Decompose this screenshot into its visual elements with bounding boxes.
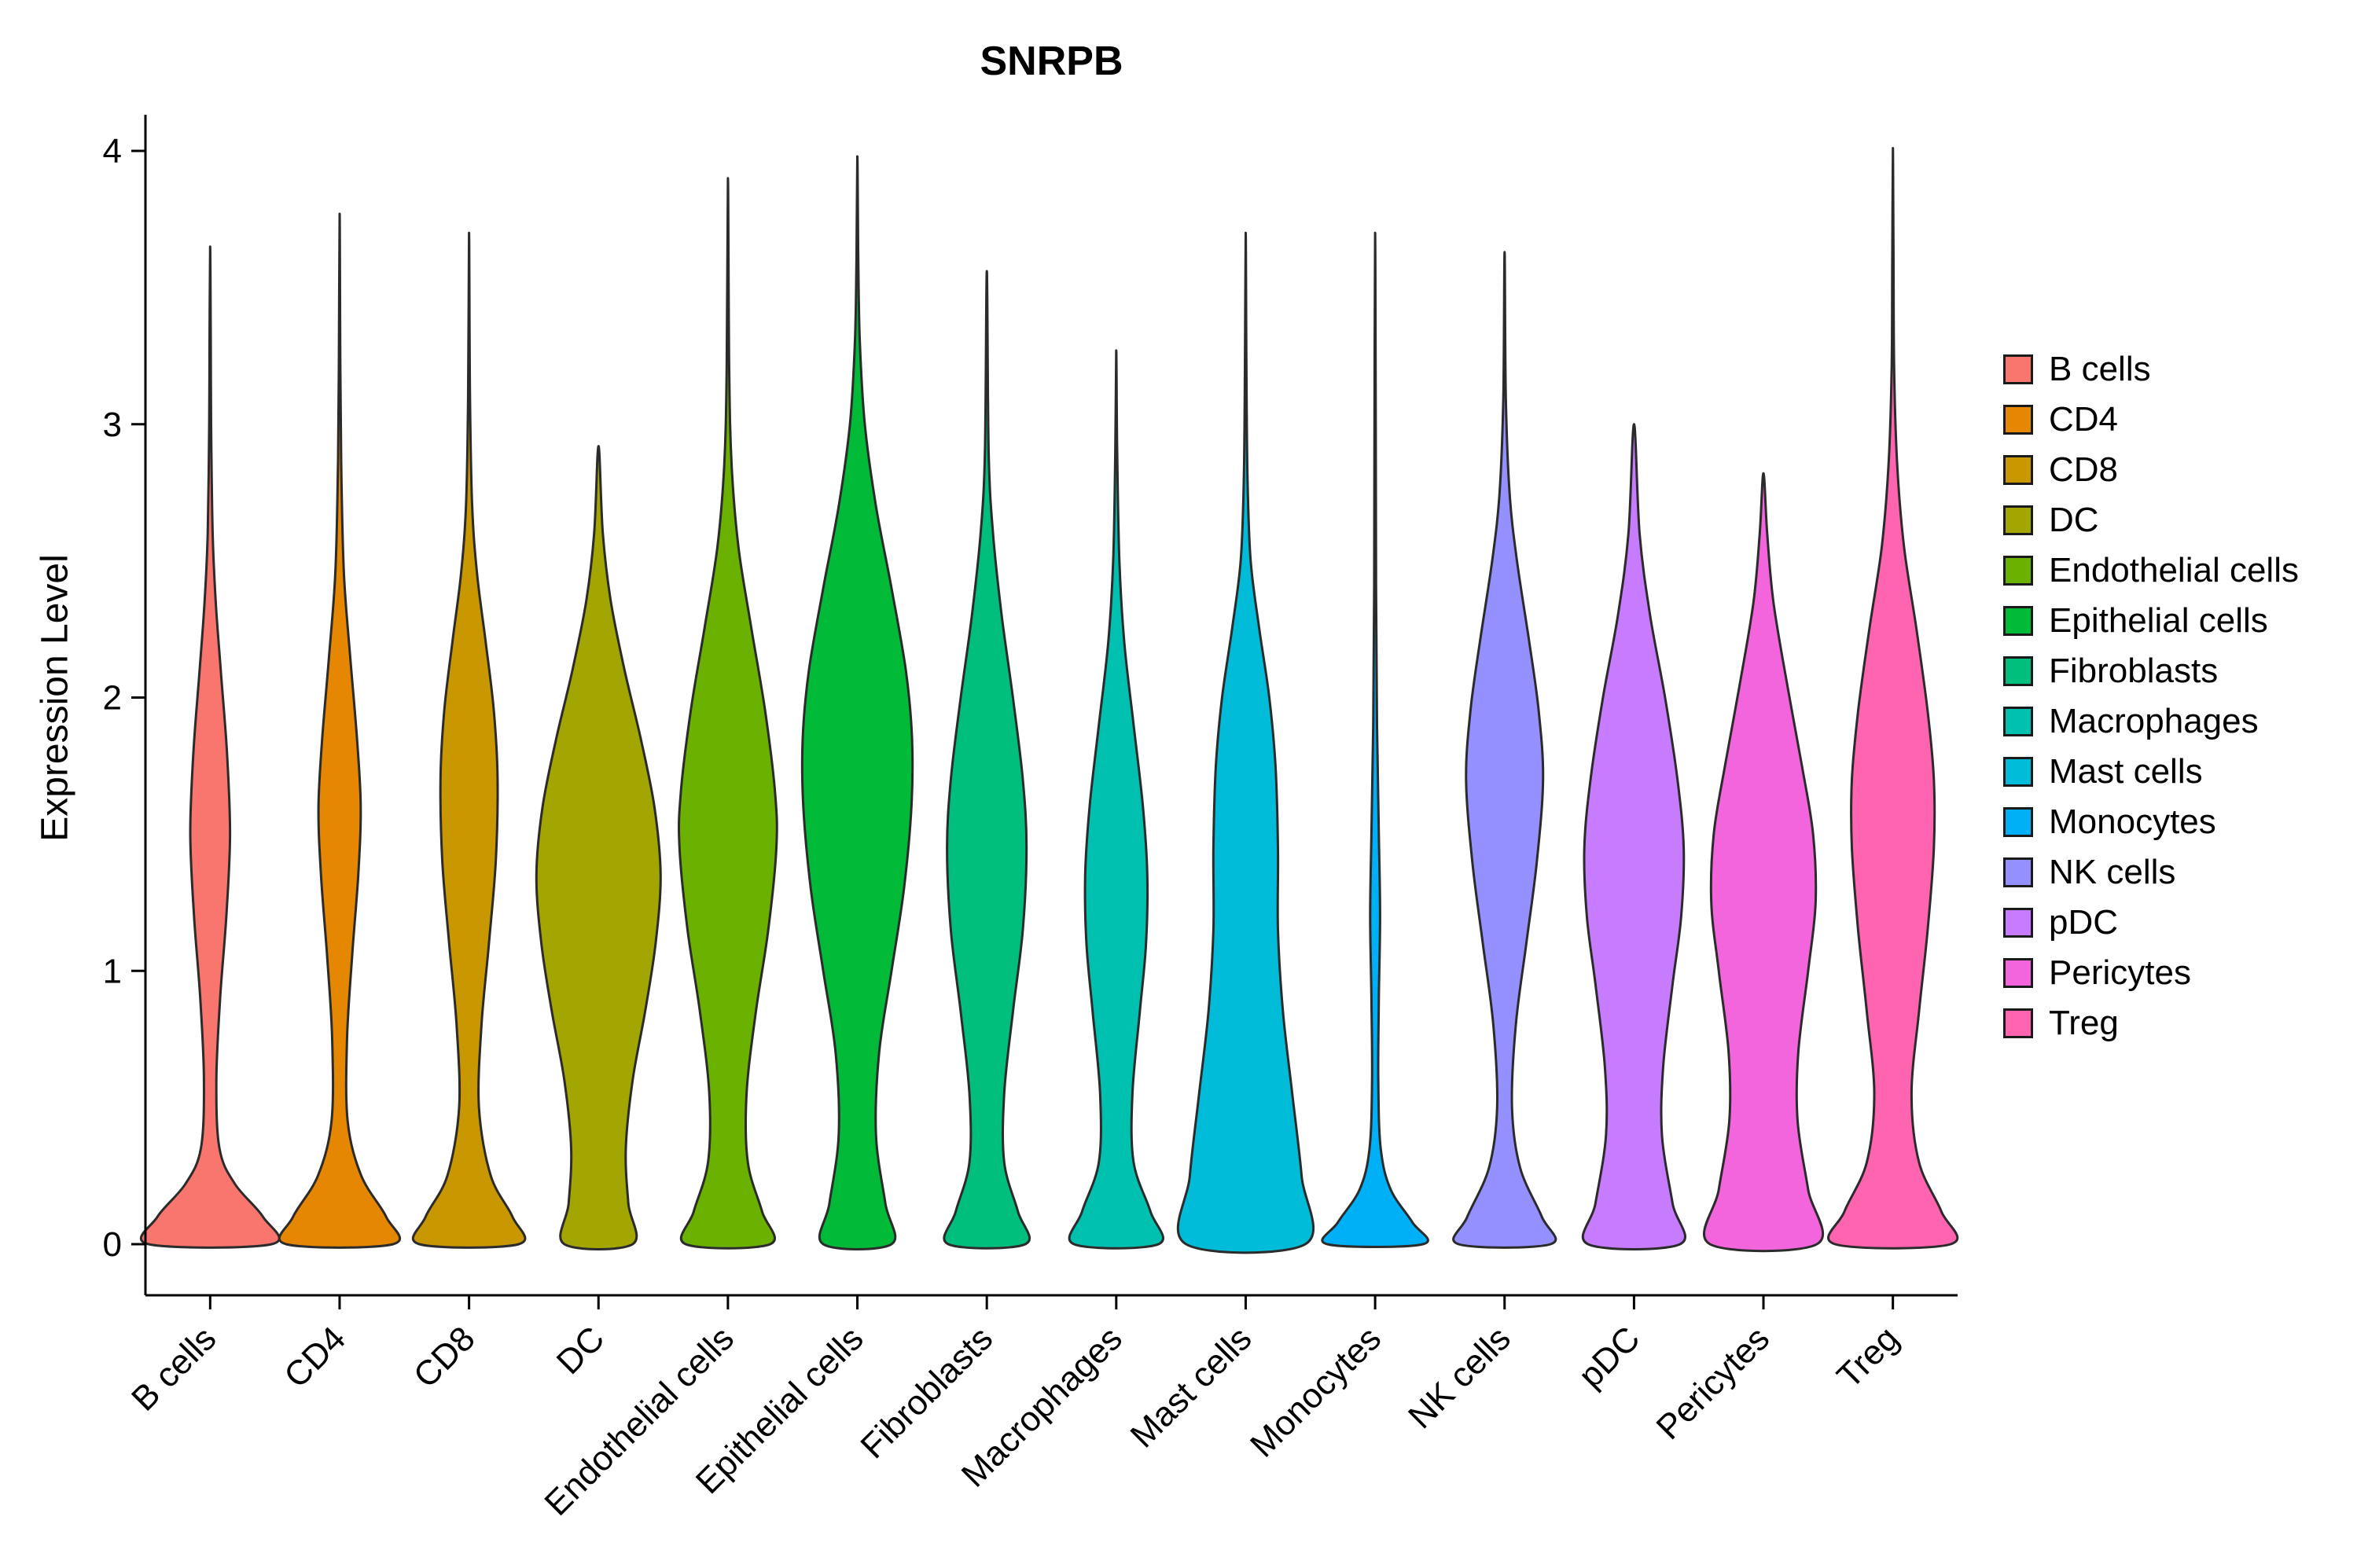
x-tick-label: pDC — [1572, 1319, 1648, 1395]
violin-endothelial-cells — [678, 177, 778, 1250]
legend-swatch — [2003, 455, 2033, 485]
legend-label: B cells — [2049, 350, 2151, 388]
y-tick-label: 0 — [103, 1225, 122, 1264]
x-tick-label: B cells — [124, 1319, 223, 1418]
x-tick-label: Monocytes — [1243, 1319, 1388, 1464]
legend-label: Fibroblasts — [2049, 652, 2219, 690]
x-tick-label: Treg — [1829, 1319, 1906, 1395]
legend-swatch — [2003, 354, 2033, 384]
legend-label: Endothelial cells — [2049, 551, 2299, 589]
legend: B cells CD4 CD8 DC Endothelial cells Epitheli… — [2003, 344, 2299, 1048]
violin-cd8 — [411, 231, 527, 1249]
legend-swatch — [2003, 958, 2033, 988]
legend-swatch — [2003, 606, 2033, 636]
violin-treg — [1827, 147, 1959, 1250]
x-tick-label: Mast cells — [1123, 1319, 1259, 1455]
legend-item: Epithelial cells — [2003, 596, 2299, 646]
legend-label: pDC — [2049, 903, 2119, 942]
x-tick-label: DC — [550, 1319, 612, 1382]
legend-item: Pericytes — [2003, 948, 2299, 998]
violin-macrophages — [1068, 349, 1164, 1250]
legend-item: CD4 — [2003, 395, 2299, 445]
chart-title: SNRPB — [980, 39, 1123, 84]
legend-item: Mast cells — [2003, 747, 2299, 797]
legend-swatch — [2003, 807, 2033, 837]
legend-label: Treg — [2049, 1004, 2119, 1042]
legend-item: CD8 — [2003, 445, 2299, 495]
violin-fibroblasts — [943, 270, 1031, 1250]
legend-swatch — [2003, 505, 2033, 535]
x-tick-label: CD4 — [277, 1319, 353, 1395]
legend-item: Monocytes — [2003, 797, 2299, 847]
legend-swatch — [2003, 908, 2033, 938]
violin-pdc — [1581, 423, 1686, 1250]
y-tick-label: 3 — [103, 406, 122, 444]
violin-pericytes — [1703, 472, 1825, 1253]
legend-item: B cells — [2003, 344, 2299, 395]
legend-label: DC — [2049, 501, 2099, 539]
x-tick-label: NK cells — [1401, 1319, 1518, 1436]
legend-item: Fibroblasts — [2003, 646, 2299, 696]
x-tick-label: Pericytes — [1649, 1319, 1778, 1447]
legend-item: Treg — [2003, 998, 2299, 1048]
legend-item: NK cells — [2003, 847, 2299, 898]
legend-swatch — [2003, 757, 2033, 787]
legend-label: CD4 — [2049, 400, 2119, 439]
legend-label: Mast cells — [2049, 752, 2203, 791]
violin-monocytes — [1321, 231, 1429, 1248]
legend-swatch — [2003, 405, 2033, 435]
legend-label: CD8 — [2049, 450, 2119, 489]
legend-item: pDC — [2003, 898, 2299, 948]
x-tick-label: CD8 — [406, 1319, 483, 1395]
violin-cd4 — [278, 212, 402, 1249]
violin-nk-cells — [1452, 251, 1557, 1249]
legend-swatch — [2003, 656, 2033, 686]
violin-b-cells — [139, 245, 281, 1249]
violin-epithelial-cells — [800, 155, 914, 1251]
violin-mast-cells — [1176, 231, 1315, 1254]
y-tick-label: 1 — [103, 952, 122, 990]
legend-swatch — [2003, 707, 2033, 736]
legend-label: Epithelial cells — [2049, 601, 2268, 640]
legend-label: Pericytes — [2049, 953, 2191, 992]
legend-label: NK cells — [2049, 853, 2176, 891]
violin-dc — [535, 445, 662, 1251]
legend-item: Endothelial cells — [2003, 545, 2299, 596]
legend-item: Macrophages — [2003, 696, 2299, 747]
legend-label: Monocytes — [2049, 802, 2216, 841]
legend-swatch — [2003, 556, 2033, 586]
y-tick-label: 4 — [103, 132, 122, 171]
y-tick-label: 2 — [103, 679, 122, 718]
legend-swatch — [2003, 857, 2033, 887]
legend-swatch — [2003, 1008, 2033, 1038]
legend-label: Macrophages — [2049, 702, 2259, 740]
legend-item: DC — [2003, 495, 2299, 545]
